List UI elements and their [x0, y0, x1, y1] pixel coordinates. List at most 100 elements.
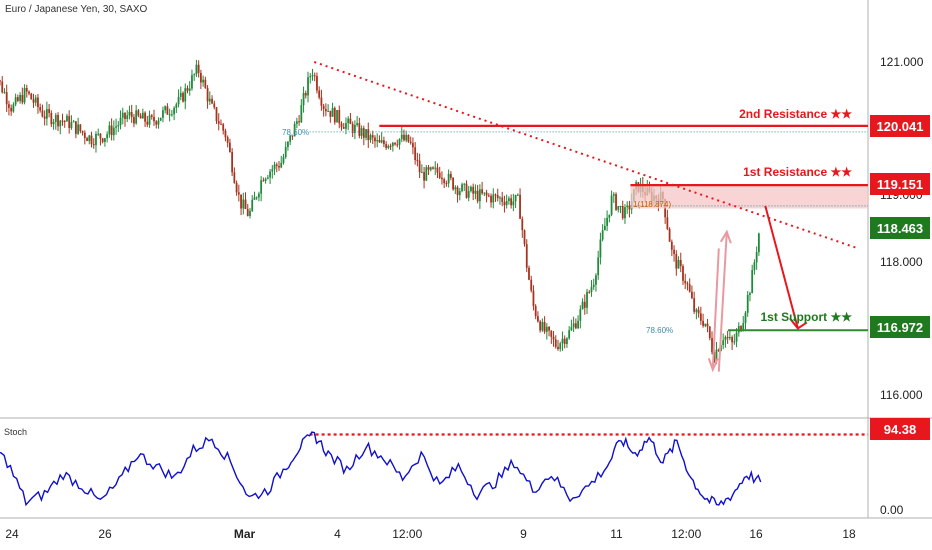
stoch-level-text: 94.38	[884, 422, 917, 437]
candle-body	[28, 91, 30, 94]
candle-body	[66, 115, 68, 122]
time-tick-label: 16	[749, 527, 763, 541]
candle-body	[456, 187, 459, 196]
price-tick-label: 121.000	[880, 55, 924, 69]
candle-body	[470, 186, 472, 192]
candle-body	[43, 116, 46, 119]
stoch-label: Stoch	[4, 427, 28, 437]
candle-body	[157, 120, 160, 125]
candle-body	[170, 114, 173, 116]
candle-body	[374, 137, 376, 142]
chart-title: Euro / Japanese Yen, 30, SAXO	[5, 4, 148, 15]
price-tick-label: 116.000	[880, 388, 923, 402]
candle-body	[537, 316, 539, 322]
candle-body	[1, 81, 4, 93]
candle-body	[146, 121, 149, 125]
candle-body	[452, 177, 454, 190]
candle-body	[340, 123, 343, 127]
candle-body	[717, 349, 720, 351]
candle-body	[86, 138, 88, 142]
candle-body	[365, 129, 367, 138]
candle-body	[117, 125, 120, 127]
candle-body	[608, 214, 611, 218]
candle-body	[447, 173, 450, 184]
candle-body	[581, 301, 584, 310]
candle-body	[162, 110, 164, 118]
candle-body	[5, 92, 8, 105]
candle-body	[525, 244, 528, 268]
candle-body	[12, 104, 15, 112]
candle-body	[597, 257, 600, 276]
candle-body	[222, 124, 225, 131]
candle-body	[208, 98, 211, 102]
candle-body	[61, 120, 64, 122]
candle-body	[427, 167, 430, 170]
candle-body	[757, 233, 760, 253]
candle-body	[173, 108, 175, 115]
candle-body	[269, 171, 271, 178]
candle-body	[394, 142, 396, 145]
candle-body	[246, 208, 249, 216]
time-tick-label: 18	[842, 527, 856, 541]
candle-body	[211, 98, 213, 104]
candle-body	[454, 187, 457, 190]
candle-body	[530, 279, 533, 291]
swing-arrow-down-head	[707, 357, 719, 373]
candle-body	[258, 193, 260, 198]
candle-body	[514, 194, 517, 202]
candle-body	[445, 183, 448, 185]
candle-body	[260, 180, 263, 194]
candle-body	[722, 340, 725, 345]
candle-body	[670, 241, 673, 250]
fib-label-2: 1(118.874)	[633, 200, 671, 209]
candle-body	[34, 97, 37, 103]
candle-body	[579, 309, 582, 321]
candle-body	[409, 141, 412, 144]
candlestick-series	[0, 59, 760, 365]
candle-body	[610, 195, 613, 215]
candle-body	[550, 330, 553, 337]
candle-body	[155, 121, 158, 125]
candle-body	[164, 106, 167, 111]
candle-body	[95, 133, 97, 146]
candle-body	[262, 180, 265, 182]
candle-body	[519, 194, 521, 219]
candle-body	[512, 201, 515, 206]
candle-body	[8, 104, 10, 108]
candle-body	[396, 144, 399, 146]
candle-body	[677, 259, 680, 269]
candle-body	[666, 217, 669, 229]
candle-body	[121, 112, 124, 118]
candle-body	[481, 189, 484, 194]
candle-body	[534, 306, 537, 317]
candle-body	[106, 134, 109, 139]
candle-body	[376, 140, 379, 142]
candle-body	[242, 199, 245, 209]
candle-body	[626, 205, 629, 208]
time-tick-label: 4	[334, 527, 341, 541]
candle-body	[311, 75, 314, 77]
candle-body	[702, 320, 704, 326]
candle-body	[112, 127, 115, 136]
candle-body	[206, 88, 209, 102]
candle-body	[612, 194, 615, 196]
candle-body	[369, 135, 372, 141]
candle-body	[347, 118, 350, 124]
candle-body	[545, 326, 548, 332]
candle-body	[490, 195, 492, 203]
candle-body	[21, 94, 24, 103]
candle-body	[478, 189, 481, 202]
current-price-box	[870, 217, 930, 239]
candle-body	[590, 287, 593, 292]
candle-body	[202, 79, 205, 83]
candle-body	[412, 143, 414, 148]
candle-body	[418, 160, 421, 173]
res1-price-box	[870, 173, 930, 195]
candle-body	[324, 109, 327, 112]
candle-body	[77, 124, 80, 134]
candle-body	[307, 77, 309, 96]
candle-body	[48, 109, 51, 113]
candle-body	[266, 177, 269, 179]
candle-body	[224, 130, 227, 138]
